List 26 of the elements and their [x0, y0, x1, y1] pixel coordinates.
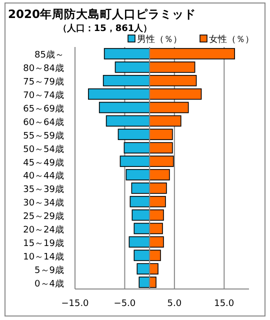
y-tick-label: 25～29歳	[23, 211, 64, 222]
x-tick-label: 15.0	[214, 299, 234, 309]
y-tick-label: 85歳～	[34, 50, 64, 61]
y-tick-label: 15～19歳	[23, 238, 64, 249]
x-tick-label: −15.0	[61, 299, 90, 309]
y-tick-label: 75～79歳	[23, 76, 64, 88]
y-tick-label: 65～69歳	[23, 104, 64, 114]
y-tick-label: 55～59歳	[23, 130, 64, 142]
y-tick-label: 80～84歳	[23, 63, 64, 74]
y-tick-label: 35～39歳	[23, 184, 64, 196]
chart-title: 2020年周防大島町人口ピラミッド	[8, 7, 196, 21]
y-tick-label: 5～9歳	[34, 264, 64, 276]
legend-label: 男性（％）	[137, 34, 182, 45]
y-tick-label: 30～34歳	[23, 198, 64, 209]
x-tick-label: 5.0	[167, 299, 182, 309]
y-tick-label: 40～44歳	[23, 170, 64, 182]
y-tick-label: 70～74歳	[23, 90, 64, 102]
y-tick-label: 20～24歳	[23, 224, 64, 236]
x-tick-label: −5.0	[114, 299, 136, 309]
y-tick-label: 60～64歳	[23, 116, 64, 128]
chart-subtitle: （人口：15，861人）	[58, 23, 152, 34]
y-tick-label: 45～49歳	[23, 157, 64, 168]
y-tick-label: 10～14歳	[23, 251, 64, 262]
y-tick-label: 50～54歳	[23, 144, 64, 155]
legend-label: 女性（％）	[209, 34, 254, 45]
y-tick-label: 0～4歳	[34, 278, 64, 290]
